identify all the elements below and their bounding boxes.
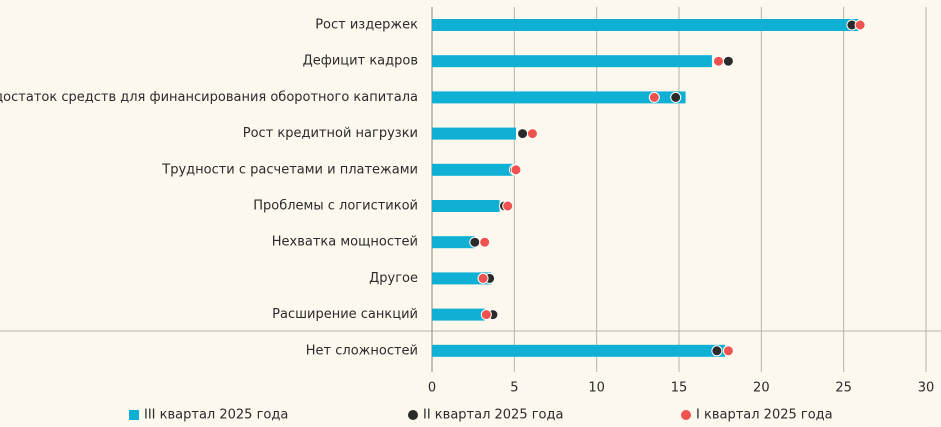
x-tick-label: 25 — [835, 381, 852, 396]
bar — [432, 127, 516, 140]
dot — [479, 236, 491, 248]
dot — [477, 272, 489, 284]
dot — [480, 309, 492, 321]
bar — [432, 91, 686, 104]
dot — [722, 345, 734, 357]
y-tick-label: Расширение санкций — [272, 307, 418, 322]
x-tick-label: 15 — [671, 381, 688, 396]
y-tick-label: Трудности с расчетами и платежами — [161, 162, 418, 177]
dot — [713, 55, 725, 67]
bar — [432, 55, 712, 68]
y-tick-label: Проблемы с логистикой — [253, 199, 418, 214]
bar — [432, 308, 485, 321]
dot — [510, 164, 522, 176]
dot — [517, 128, 529, 140]
bar — [432, 236, 475, 249]
bar — [432, 344, 726, 357]
x-tick-label: 5 — [510, 381, 518, 396]
y-tick-label: Дефицит кадров — [303, 54, 418, 69]
dot — [711, 345, 723, 357]
y-tick-label: Другое — [369, 271, 418, 286]
bar — [432, 200, 500, 212]
bar — [432, 19, 859, 31]
bar — [432, 163, 513, 176]
legend-label: III квартал 2025 года — [144, 408, 288, 423]
dot — [648, 91, 660, 103]
y-tick-label: Недостаток средств для финансирования об… — [0, 90, 418, 105]
x-tick-label: 10 — [588, 381, 605, 396]
y-tick-label: Рост кредитной нагрузки — [243, 126, 418, 141]
dot — [722, 55, 734, 67]
x-tick-label: 20 — [753, 381, 770, 396]
legend-label: II квартал 2025 года — [423, 408, 563, 423]
y-tick-label: Нехватка мощностей — [272, 235, 418, 250]
dot — [854, 19, 866, 31]
y-tick-label: Нет сложностей — [306, 343, 418, 358]
legend-swatch — [681, 410, 691, 420]
x-tick-label: 30 — [918, 381, 935, 396]
bar — [432, 272, 492, 285]
x-tick-label: 0 — [428, 381, 436, 396]
dot — [670, 91, 682, 103]
dot — [502, 200, 514, 212]
dot — [469, 236, 481, 248]
legend-swatch — [408, 410, 418, 420]
legend-swatch — [129, 410, 139, 420]
dot — [526, 128, 538, 140]
legend-label: I квартал 2025 года — [696, 408, 833, 423]
y-tick-label: Рост издержек — [315, 18, 418, 33]
